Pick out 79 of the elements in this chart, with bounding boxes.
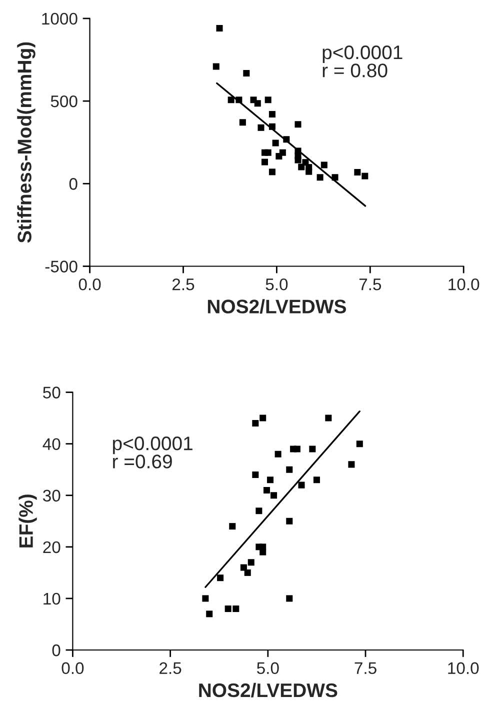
y-tick-label: 30: [43, 490, 60, 502]
point: [228, 96, 234, 104]
annotation: p<0.0001 r =0.69: [113, 436, 192, 468]
point: [264, 96, 272, 104]
point: [244, 569, 251, 576]
y-tick-label: 10: [44, 592, 60, 605]
point: [260, 414, 266, 422]
y-tick-label: 40: [42, 438, 60, 450]
point: [268, 111, 276, 118]
point: [356, 440, 363, 448]
point: [206, 610, 213, 618]
point: [309, 446, 316, 452]
y-tick-label: 500: [50, 95, 78, 108]
x-tick-label: 10.0: [448, 662, 479, 674]
point: [313, 476, 320, 484]
point: [212, 63, 220, 70]
point: [260, 548, 266, 556]
y-tick-label: -500: [45, 260, 78, 272]
point: [294, 446, 300, 452]
point: [216, 24, 223, 32]
point: [261, 158, 268, 166]
point: [283, 136, 290, 143]
point: [320, 162, 328, 168]
y-tick-label: 20: [43, 541, 60, 554]
point: [274, 450, 282, 458]
point: [236, 96, 242, 104]
point: [298, 482, 305, 488]
x-tick-label: 7.5: [354, 662, 376, 674]
point: [286, 595, 293, 602]
y-tick-label: 50: [43, 386, 60, 398]
point: [258, 124, 264, 131]
point: [294, 121, 302, 128]
point: [266, 476, 274, 484]
point: [276, 152, 282, 160]
point: [294, 156, 302, 164]
point: [306, 168, 312, 175]
y-tick-label: 1000: [42, 12, 78, 25]
x-tick-label: 10.0: [448, 278, 480, 290]
point: [348, 461, 355, 468]
x-tick-label: 0.0: [78, 278, 101, 290]
x-axis-title: NOS2/LVEDWS: [208, 299, 346, 314]
point: [362, 172, 368, 180]
point: [272, 140, 279, 146]
x-tick-label: 7.5: [359, 278, 382, 290]
x-tick-label: 2.5: [160, 662, 182, 674]
y-tick-label: 0: [69, 178, 78, 190]
x-tick-label: 5.0: [256, 662, 279, 674]
x-axis-title: NOS2/LVEDWS: [199, 682, 338, 698]
point: [252, 471, 259, 478]
point: [224, 606, 232, 612]
y-axis-title: EF(%): [18, 494, 37, 548]
x-tick-label: 0.0: [62, 662, 84, 674]
point: [256, 508, 262, 514]
point: [270, 492, 278, 499]
point: [263, 486, 270, 494]
point: [252, 420, 259, 426]
point: [202, 595, 209, 602]
point: [286, 466, 293, 473]
y-tick-label: 0: [52, 644, 60, 656]
point: [268, 168, 276, 176]
point: [264, 149, 272, 156]
annotation: p<0.0001 r = 0.80: [322, 45, 402, 78]
point: [239, 119, 246, 126]
point: [217, 574, 224, 582]
point: [254, 100, 261, 107]
x-tick-label: 5.0: [266, 278, 288, 290]
point: [286, 518, 293, 524]
point: [332, 174, 338, 181]
point: [229, 523, 236, 530]
y-axis-title: Stiffness-Mod(mmHg): [17, 42, 36, 243]
point: [248, 559, 254, 566]
point: [316, 174, 324, 181]
x-tick-label: 2.5: [172, 278, 194, 290]
point: [268, 123, 276, 130]
point: [243, 70, 250, 77]
point: [240, 564, 247, 571]
point: [232, 606, 240, 612]
point: [354, 169, 361, 176]
point: [325, 414, 332, 422]
